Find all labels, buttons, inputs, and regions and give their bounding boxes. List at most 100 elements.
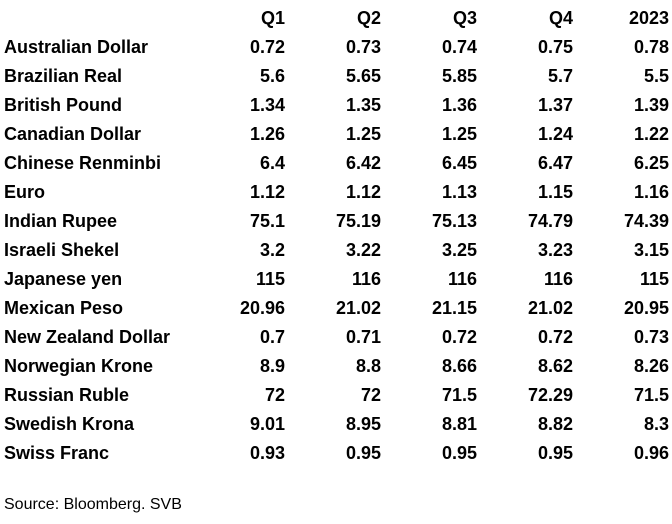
table-row: Euro 1.12 1.12 1.13 1.15 1.16 xyxy=(0,178,672,207)
header-2023: 2023 xyxy=(628,8,669,28)
currency-name: New Zealand Dollar xyxy=(4,327,171,347)
rate-value: 71.5 xyxy=(633,385,669,405)
rate-value: 0.78 xyxy=(633,37,669,57)
rate-value: 1.36 xyxy=(441,95,477,115)
header-row: Q1 Q2 Q3 Q4 2023 xyxy=(0,4,672,33)
rate-value: 8.66 xyxy=(441,356,477,376)
rate-value: 5.7 xyxy=(547,66,573,86)
rate-value: 6.4 xyxy=(259,153,285,173)
currency-name: Australian Dollar xyxy=(4,37,149,57)
rate-value: 0.93 xyxy=(249,443,285,463)
header-q4: Q4 xyxy=(548,8,573,28)
rate-value: 21.02 xyxy=(527,298,573,318)
rate-value: 3.15 xyxy=(633,240,669,260)
table-row: Norwegian Krone 8.9 8.8 8.66 8.62 8.26 xyxy=(0,352,672,381)
rate-value: 20.96 xyxy=(239,298,285,318)
rate-value: 0.71 xyxy=(345,327,381,347)
currency-name: Swiss Franc xyxy=(4,443,110,463)
rate-value: 8.26 xyxy=(633,356,669,376)
rate-value: 1.15 xyxy=(537,182,573,202)
rate-value: 0.72 xyxy=(441,327,477,347)
currency-name: Canadian Dollar xyxy=(4,124,142,144)
rate-value: 8.8 xyxy=(355,356,381,376)
source-note: Source: Bloomberg. SVB xyxy=(4,496,182,513)
rate-value: 74.79 xyxy=(527,211,573,231)
table-row: New Zealand Dollar 0.7 0.71 0.72 0.72 0.73 xyxy=(0,323,672,352)
rate-value: 8.3 xyxy=(643,414,669,434)
rate-value: 0.73 xyxy=(633,327,669,347)
table-row: Brazilian Real 5.6 5.65 5.85 5.7 5.5 xyxy=(0,62,672,91)
rate-value: 3.22 xyxy=(345,240,381,260)
currency-name: Russian Ruble xyxy=(4,385,130,405)
rate-value: 5.85 xyxy=(441,66,477,86)
rate-value: 72.29 xyxy=(527,385,573,405)
table-row: Russian Ruble 72 72 71.5 72.29 71.5 xyxy=(0,381,672,410)
currency-name: Israeli Shekel xyxy=(4,240,120,260)
rate-value: 0.95 xyxy=(345,443,381,463)
rate-value: 0.95 xyxy=(441,443,477,463)
rate-value: 74.39 xyxy=(623,211,669,231)
rate-value: 72 xyxy=(360,385,381,405)
rate-value: 6.45 xyxy=(441,153,477,173)
currency-name: Indian Rupee xyxy=(4,211,118,231)
table-row: Australian Dollar 0.72 0.73 0.74 0.75 0.78 xyxy=(0,33,672,62)
rate-value: 115 xyxy=(255,269,285,289)
table-row: Swiss Franc 0.93 0.95 0.95 0.95 0.96 xyxy=(0,439,672,468)
rate-value: 1.16 xyxy=(633,182,669,202)
rate-value: 5.5 xyxy=(643,66,669,86)
rate-value: 71.5 xyxy=(441,385,477,405)
rate-value: 8.82 xyxy=(537,414,573,434)
rate-value: 9.01 xyxy=(249,414,285,434)
rate-value: 1.25 xyxy=(441,124,477,144)
rate-value: 3.23 xyxy=(537,240,573,260)
rate-value: 75.1 xyxy=(249,211,285,231)
currency-name: Euro xyxy=(4,182,46,202)
rate-value: 1.12 xyxy=(345,182,381,202)
table-row: Swedish Krona 9.01 8.95 8.81 8.82 8.3 xyxy=(0,410,672,439)
rate-value: 0.74 xyxy=(441,37,477,57)
rate-value: 0.96 xyxy=(633,443,669,463)
rate-value: 116 xyxy=(351,269,381,289)
rate-value: 1.35 xyxy=(345,95,381,115)
table-row: British Pound 1.34 1.35 1.36 1.37 1.39 xyxy=(0,91,672,120)
rate-value: 6.42 xyxy=(345,153,381,173)
rate-value: 1.25 xyxy=(345,124,381,144)
currency-name: Chinese Renminbi xyxy=(4,153,162,173)
currency-name: Norwegian Krone xyxy=(4,356,154,376)
rate-value: 5.65 xyxy=(345,66,381,86)
currency-name: Japanese yen xyxy=(4,269,123,289)
rate-value: 1.24 xyxy=(537,124,573,144)
table-row: Mexican Peso 20.96 21.02 21.15 21.02 20.95 xyxy=(0,294,672,323)
rate-value: 0.7 xyxy=(259,327,285,347)
currency-name: Brazilian Real xyxy=(4,66,123,86)
rate-value: 1.12 xyxy=(249,182,285,202)
table-row: Indian Rupee 75.1 75.19 75.13 74.79 74.39 xyxy=(0,207,672,236)
header-q3: Q3 xyxy=(452,8,477,28)
rate-value: 75.19 xyxy=(335,211,381,231)
table-body: Australian Dollar 0.72 0.73 0.74 0.75 0.78 Bra… xyxy=(0,33,672,468)
header-q1: Q1 xyxy=(260,8,285,28)
rate-value: 8.62 xyxy=(537,356,573,376)
rate-value: 8.9 xyxy=(259,356,285,376)
rate-value: 6.25 xyxy=(633,153,669,173)
rate-value: 1.13 xyxy=(441,182,477,202)
rate-value: 75.13 xyxy=(431,211,477,231)
rate-value: 21.15 xyxy=(431,298,477,318)
rate-value: 72 xyxy=(264,385,285,405)
header-q2: Q2 xyxy=(356,8,381,28)
rate-value: 116 xyxy=(447,269,477,289)
rate-value: 20.95 xyxy=(623,298,669,318)
rate-value: 5.6 xyxy=(259,66,285,86)
rate-value: 21.02 xyxy=(335,298,381,318)
rate-value: 8.95 xyxy=(345,414,381,434)
rate-value: 0.75 xyxy=(537,37,573,57)
rate-value: 0.72 xyxy=(249,37,285,57)
table-row: Chinese Renminbi 6.4 6.42 6.45 6.47 6.25 xyxy=(0,149,672,178)
currency-name: British Pound xyxy=(4,95,122,115)
rate-value: 0.72 xyxy=(537,327,573,347)
rate-value: 0.73 xyxy=(345,37,381,57)
rate-value: 0.95 xyxy=(537,443,573,463)
table-row: Japanese yen 115 116 116 116 115 xyxy=(0,265,672,294)
table-row: Israeli Shekel 3.2 3.22 3.25 3.23 3.15 xyxy=(0,236,672,265)
rate-value: 1.39 xyxy=(633,95,669,115)
